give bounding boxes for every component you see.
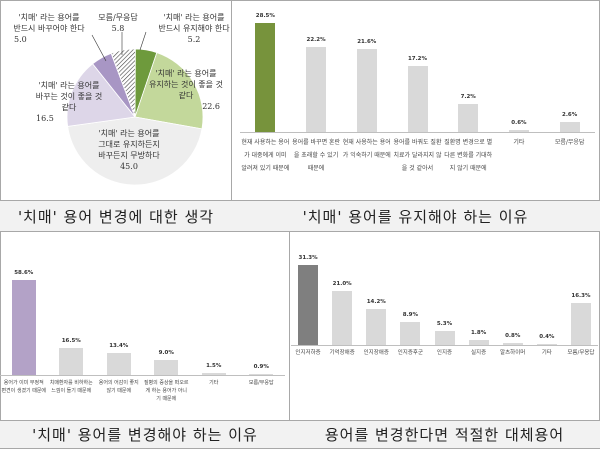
caption-bottom-left: '치매' 용어를 변경해야 하는 이유 — [0, 420, 290, 449]
bar-value-label: 16.3% — [571, 293, 591, 300]
bar-category-label: 질병의 증상을 떠오르게 하는 용어가 아니기 때문에 — [143, 380, 189, 402]
bar-value-label: 0.9% — [253, 363, 269, 370]
pie-label-must-change: '치매' 라는 용어를 반드시 바꾸어야 한다 5.0 — [13, 13, 85, 44]
bar — [570, 303, 591, 345]
bar-category-label: 인지저하증 — [295, 350, 321, 356]
x-axis — [0, 375, 285, 376]
pie-label-better-change: '치매' 라는 용어를 바꾸는 것이 좋을 것 같다 16.5 — [35, 81, 103, 123]
caption-top-right: '치매' 용어를 유지해야 하는 이유 — [231, 200, 600, 232]
bar — [434, 331, 455, 345]
bar-category-label: 현재 사용하는 용어가 익숙하기 때문에 — [342, 139, 391, 159]
bar — [400, 322, 421, 345]
bar-category-label: 실지증 — [471, 350, 487, 356]
bar-value-label: 5.3% — [436, 321, 453, 328]
pie-slice — [67, 116, 203, 186]
bar-value-label: 31.3% — [298, 255, 318, 261]
bar-category-label: 용어를 바꿔도 질환 치료가 달라지지 않을 것 같아서 — [393, 139, 442, 172]
bar-category-label: 인지장애증 — [363, 350, 389, 356]
bar-chart-keep-reasons: 28.5% 현재 사용하는 용어가 대중에게 이미 알려져 있기 때문에 22.2%… — [240, 0, 595, 200]
pie-label-must-keep: '치매' 라는 용어를 반드시 유지해야 한다 5.2 — [158, 13, 230, 44]
bar — [468, 340, 489, 345]
pie-chart — [66, 31, 204, 186]
bar-category-label: 치매환자를 비하하는 느낌이 들기 때문에 — [49, 380, 93, 394]
bar-category-label: 모름/무응답 — [554, 139, 585, 146]
pie-slice — [134, 52, 204, 130]
bar-category-label: 알츠하이머 — [500, 350, 526, 356]
bar-value-label: 16.5% — [61, 338, 81, 345]
bar-value-label: 7.2% — [460, 94, 476, 101]
bar-category-label: 용어가 이미 부정적 편견이 생겼기 때문에 — [1, 380, 47, 394]
caption-top-left: '치매' 용어 변경에 대한 생각 — [0, 200, 232, 232]
bar — [306, 47, 327, 132]
pie-slice — [110, 48, 136, 118]
bar-category-label: 현재 사용하는 용어가 대중에게 이미 알려져 있기 때문에 — [241, 139, 290, 172]
bar-category-label: 기타 — [209, 380, 219, 386]
leader-line — [91, 34, 107, 62]
bar-value-label: 1.5% — [206, 362, 222, 369]
bar-value-label: 8.9% — [402, 312, 419, 319]
bar-value-label: 58.6% — [14, 270, 34, 276]
pie-label-no-matter: '치매' 라는 용어를 그대로 유지하든지 바꾸든지 무방하다 45.0 — [98, 129, 160, 171]
bar — [356, 49, 377, 132]
bar-category-label: 모름/무응답 — [248, 380, 274, 386]
bar-category-label: 용어를 바꾸면 혼란을 초래할 수 있기 때문에 — [292, 139, 341, 172]
bar-value-label: 28.5% — [255, 13, 275, 19]
bar — [201, 372, 226, 375]
bar-chart-change-reasons: 58.6% 용어가 이미 부정적 편견이 생겼기 때문에 16.5% 치매환자를 비하… — [0, 231, 290, 420]
bar-value-label: 21.0% — [332, 281, 352, 288]
bar-value-label: 22.2% — [306, 37, 326, 44]
bar-value-label: 17.2% — [407, 56, 428, 63]
bar-value-label: 21.6% — [357, 39, 377, 46]
bar — [502, 342, 523, 345]
bar — [508, 129, 529, 132]
bar — [255, 23, 276, 132]
pie-slice — [66, 63, 136, 127]
bar-category-label: 인지증 — [436, 350, 453, 356]
bar — [11, 280, 36, 375]
x-axis — [240, 132, 595, 133]
bar-category-label: 질환명 변경으로 별다른 변화를 기대하지 않기 때문에 — [444, 139, 493, 172]
bar-category-label: 용어의 어감이 좋지 않기 때문에 — [98, 380, 139, 394]
bar-value-label: 9.0% — [158, 350, 174, 357]
bar-category-label: 모름/무응답 — [567, 350, 595, 356]
bar — [298, 265, 319, 345]
pie-label-better-keep: '치매' 라는 용어를 유지하는 것이 좋을 것 같다 22.6 — [149, 69, 223, 111]
bar — [536, 343, 557, 345]
bar-category-label: 기타 — [513, 139, 525, 146]
bar — [154, 360, 179, 375]
x-axis — [291, 345, 598, 346]
caption-bottom-right: 용어를 변경한다면 적절한 대체용어 — [289, 420, 600, 449]
bar — [59, 348, 84, 375]
leader-line — [139, 31, 147, 51]
bar-category-label: 기타 — [541, 350, 552, 356]
bar-value-label: 0.6% — [511, 119, 527, 126]
bar-category-label: 기억장애증 — [329, 350, 355, 356]
bar-value-label: 1.8% — [470, 330, 487, 337]
bar-chart-alternative-terms: 31.3% 인지저하증 21.0% 기억장애증 14.2% 인지장애증 8.9% 인지증후군 5… — [289, 231, 600, 420]
bar — [332, 291, 353, 345]
bar — [106, 353, 131, 375]
bar — [458, 104, 479, 132]
bar — [407, 66, 428, 132]
pie-label-no-answer: 모름/무응답 5.8 — [98, 13, 138, 33]
bar — [559, 122, 580, 132]
bar-category-label: 인지증후군 — [397, 350, 424, 356]
bar-value-label: 0.4% — [539, 333, 555, 340]
bar — [249, 373, 274, 375]
bar — [366, 308, 387, 345]
bar-value-label: 13.4% — [109, 343, 129, 350]
bar-value-label: 0.8% — [505, 332, 521, 339]
bar-value-label: 14.2% — [366, 298, 386, 305]
bar-value-label: 2.6% — [562, 112, 578, 119]
